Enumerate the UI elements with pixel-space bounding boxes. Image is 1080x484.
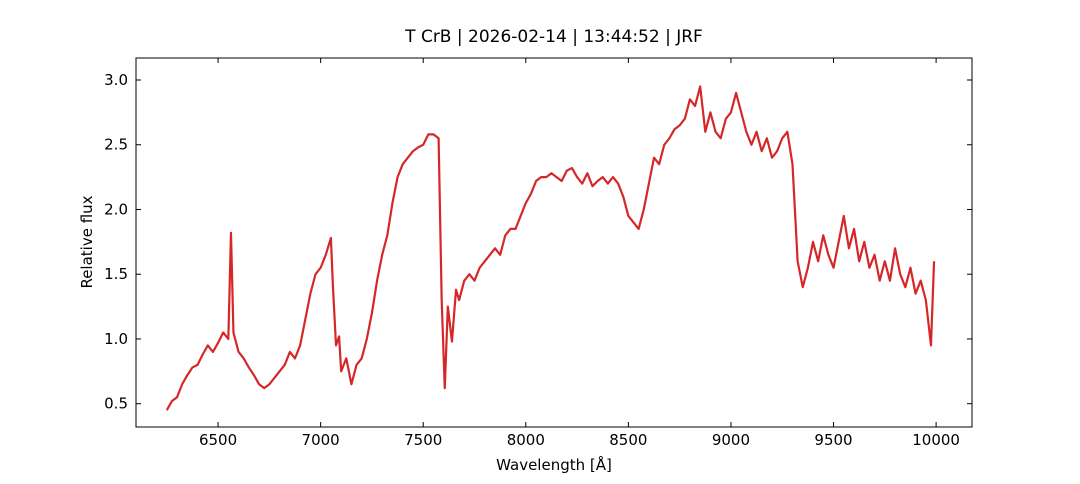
y-tick-label: 1.5 [104,265,128,283]
y-tick-label: 3.0 [104,71,128,89]
y-axis-label: Relative flux [78,195,96,288]
x-tick-label: 8000 [507,431,545,449]
y-tick-label: 2.5 [104,136,128,154]
x-tick-label: 7000 [302,431,340,449]
x-tick-label: 8500 [609,431,647,449]
x-axis-label: Wavelength [Å] [496,455,612,474]
x-tick-label: 9000 [712,431,750,449]
x-tick-label: 9500 [814,431,852,449]
y-tick-label: 2.0 [104,200,128,218]
plot-frame [135,57,973,428]
x-tick-label: 6500 [199,431,237,449]
spectrum-line [165,85,936,411]
x-tick-label: 10000 [912,431,960,449]
x-tick-label: 7500 [404,431,442,449]
y-tick-label: 1.0 [104,330,128,348]
chart-title: T CrB | 2026-02-14 | 13:44:52 | JRF [404,27,703,47]
y-tick-label: 0.5 [104,395,128,413]
